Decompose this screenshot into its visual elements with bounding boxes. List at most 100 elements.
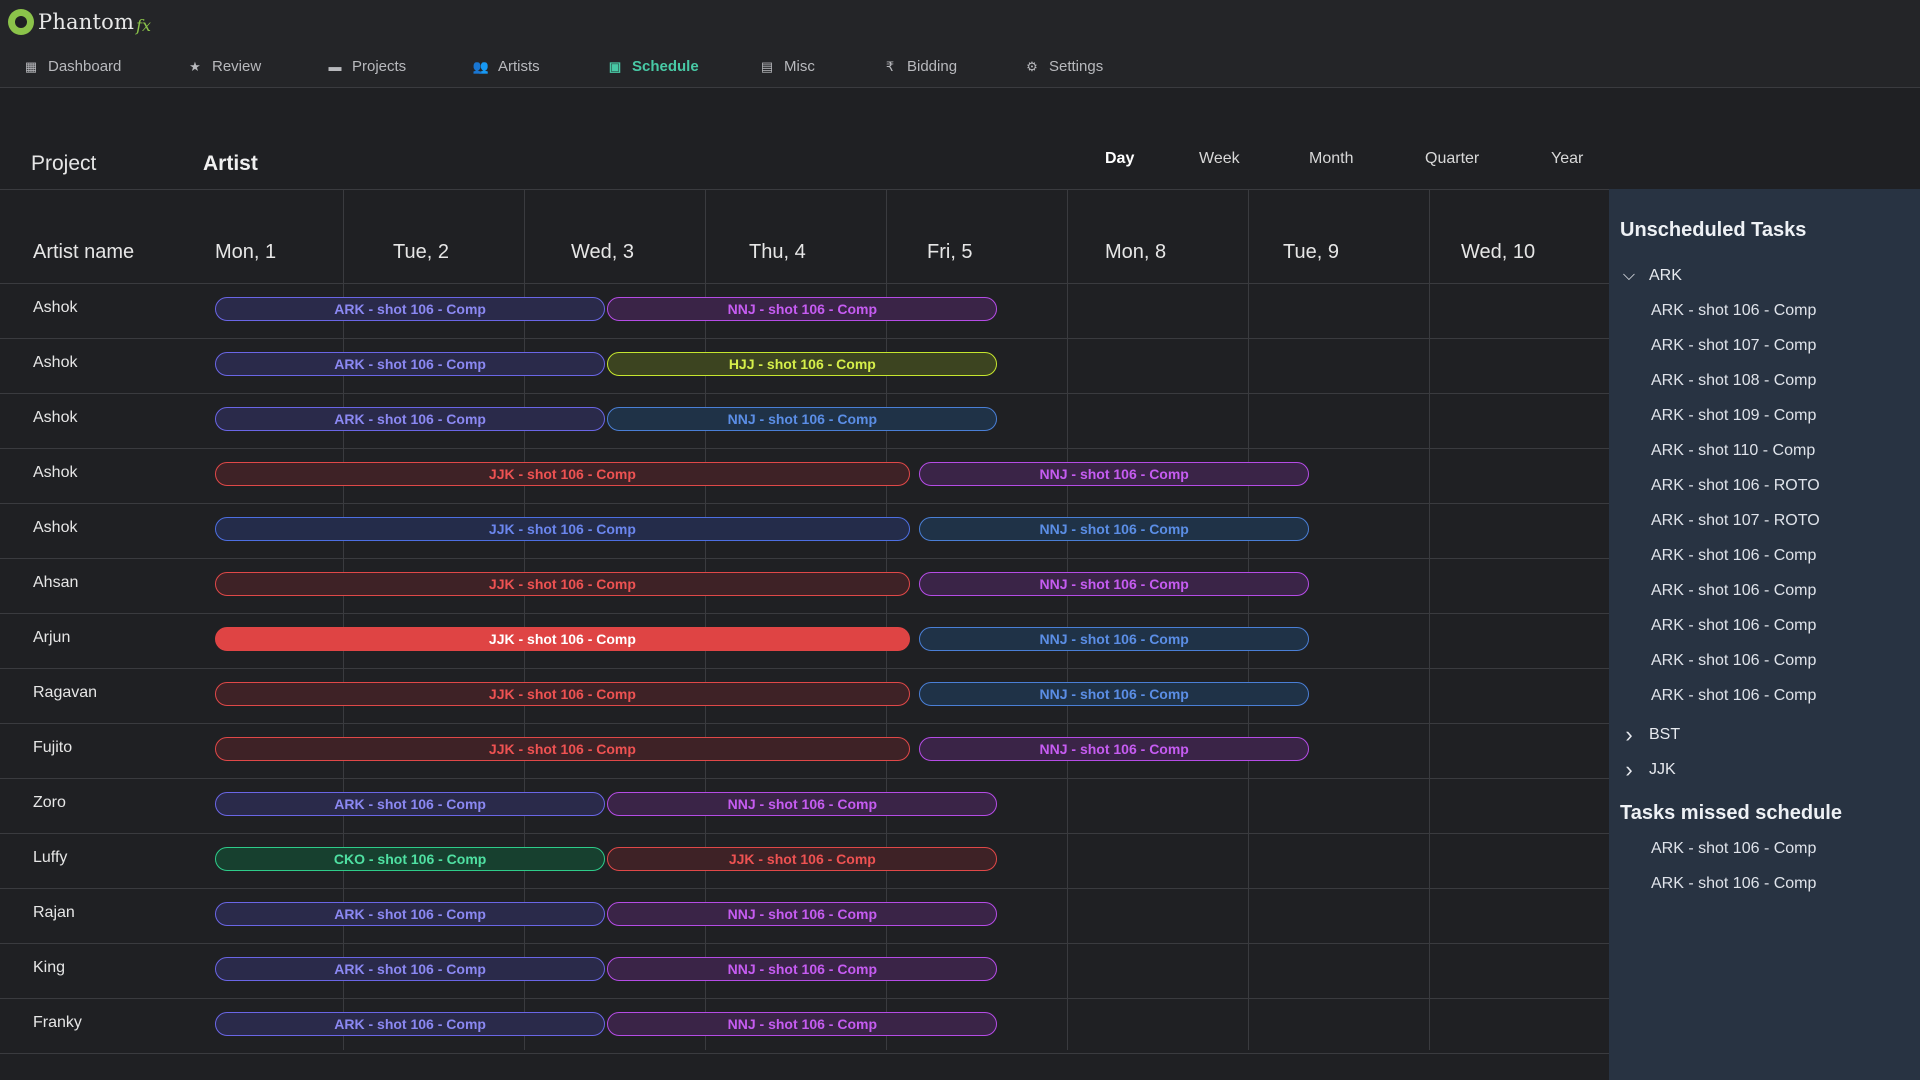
unscheduled-task-item[interactable]: ARK - shot 110 - Comp — [1651, 442, 1816, 459]
artist-name: Ahsan — [33, 574, 79, 591]
row-divider — [0, 833, 1609, 834]
task-bar[interactable]: JJK - shot 106 - Comp — [215, 737, 910, 761]
task-bar[interactable]: NNJ - shot 106 - Comp — [607, 902, 998, 926]
row-divider — [0, 338, 1609, 339]
nav-artists[interactable]: 👥 Artists — [472, 50, 540, 82]
nav-label-projects: Projects — [352, 57, 407, 75]
nav-settings[interactable]: ⚙ Settings — [1025, 50, 1103, 82]
task-bar[interactable]: NNJ - shot 106 - Comp — [607, 957, 998, 981]
rupee-icon: ₹ — [885, 58, 895, 74]
unscheduled-task-item[interactable]: ARK - shot 106 - Comp — [1651, 617, 1817, 634]
day-header: Wed, 10 — [1461, 241, 1536, 263]
unscheduled-task-item[interactable]: ARK - shot 108 - Comp — [1651, 372, 1817, 389]
artist-name: Ashok — [33, 464, 78, 481]
task-bar[interactable]: JJK - shot 106 - Comp — [215, 682, 910, 706]
day-header: Wed, 3 — [571, 241, 634, 263]
row-divider — [0, 668, 1609, 669]
logo-suffix: fx — [136, 15, 152, 35]
task-bar[interactable]: NNJ - shot 106 - Comp — [919, 627, 1310, 651]
dashboard-icon: ▦ — [24, 58, 38, 74]
task-bar[interactable]: JJK - shot 106 - Comp — [215, 462, 910, 486]
task-bar[interactable]: CKO - shot 106 - Comp — [215, 847, 606, 871]
task-bar[interactable]: JJK - shot 106 - Comp — [215, 572, 910, 596]
unscheduled-task-item[interactable]: ARK - shot 106 - Comp — [1651, 547, 1817, 564]
artist-name: Ashok — [33, 519, 78, 536]
top-bar: Phantom fx ▦ Dashboard ★ Review ▬ Projects 👥 Ar… — [0, 0, 1920, 88]
task-bar[interactable]: NNJ - shot 106 - Comp — [607, 792, 998, 816]
nav-review[interactable]: ★ Review — [188, 50, 261, 82]
task-bar[interactable]: ARK - shot 106 - Comp — [215, 902, 606, 926]
nav-dashboard[interactable]: ▦ Dashboard — [24, 50, 122, 82]
task-group-bst[interactable]: › BST — [1621, 722, 1680, 748]
main-nav: ▦ Dashboard ★ Review ▬ Projects 👥 Artists ▣ Sched… — [0, 50, 1200, 82]
artist-name: Franky — [33, 1014, 82, 1031]
task-bar[interactable]: ARK - shot 106 - Comp — [215, 792, 606, 816]
task-group-label: JJK — [1649, 761, 1676, 778]
unscheduled-task-item[interactable]: ARK - shot 109 - Comp — [1651, 407, 1817, 424]
task-bar[interactable]: JJK - shot 106 - Comp — [215, 627, 910, 651]
day-header: Mon, 8 — [1105, 241, 1167, 263]
artist-name: Zoro — [33, 794, 66, 811]
task-bar[interactable]: NNJ - shot 106 - Comp — [919, 462, 1310, 486]
people-icon: 👥 — [472, 58, 490, 74]
unscheduled-task-item[interactable]: ARK - shot 107 - Comp — [1651, 337, 1817, 354]
artist-name: Ashok — [33, 354, 78, 371]
task-bar[interactable]: NNJ - shot 106 - Comp — [919, 682, 1310, 706]
day-header: Mon, 1 — [215, 241, 277, 263]
nav-label-review: Review — [212, 57, 262, 75]
header-divider — [0, 283, 1609, 284]
task-bar[interactable]: JJK - shot 106 - Comp — [215, 517, 910, 541]
row-divider — [0, 778, 1609, 779]
gear-icon: ⚙ — [1026, 58, 1038, 74]
task-bar[interactable]: JJK - shot 106 - Comp — [607, 847, 998, 871]
artist-toggle[interactable]: Artist — [203, 152, 258, 175]
nav-bidding[interactable]: ₹ Bidding — [883, 50, 957, 82]
task-bar[interactable]: ARK - shot 106 - Comp — [215, 407, 606, 431]
task-bar[interactable]: ARK - shot 106 - Comp — [215, 352, 606, 376]
view-week-button[interactable]: Week — [1199, 150, 1240, 167]
view-quarter-button[interactable]: Quarter — [1425, 150, 1480, 167]
artist-name: Arjun — [33, 629, 71, 646]
nav-projects[interactable]: ▬ Projects — [328, 50, 407, 82]
day-divider — [705, 189, 706, 1050]
day-divider — [343, 189, 344, 1050]
unscheduled-task-item[interactable]: ARK - shot 106 - Comp — [1651, 302, 1817, 319]
view-day-button[interactable]: Day — [1105, 150, 1135, 167]
task-group-ark[interactable]: ⌵ ARK — [1621, 267, 1682, 285]
task-bar[interactable]: NNJ - shot 106 - Comp — [919, 517, 1310, 541]
day-divider — [1248, 189, 1249, 1050]
day-header: Fri, 5 — [927, 241, 973, 263]
row-divider — [0, 558, 1609, 559]
missed-task-item[interactable]: ARK - shot 106 - Comp — [1651, 875, 1817, 892]
task-bar[interactable]: NNJ - shot 106 - Comp — [919, 737, 1310, 761]
nav-misc[interactable]: ▤ Misc — [760, 50, 815, 82]
schedule-grid: Artist name Mon, 1 Tue, 2 Wed, 3 Thu, 4 Fri, … — [0, 189, 1609, 1054]
task-bar[interactable]: ARK - shot 106 - Comp — [215, 957, 606, 981]
nav-label-bidding: Bidding — [907, 57, 958, 75]
task-group-jjk[interactable]: › JJK — [1621, 757, 1676, 783]
unscheduled-task-item[interactable]: ARK - shot 106 - Comp — [1651, 687, 1817, 704]
row-divider — [0, 503, 1609, 504]
nav-schedule[interactable]: ▣ Schedule — [608, 50, 699, 82]
task-bar[interactable]: NNJ - shot 106 - Comp — [919, 572, 1310, 596]
task-bar[interactable]: ARK - shot 106 - Comp — [215, 297, 606, 321]
unscheduled-task-item[interactable]: ARK - shot 106 - ROTO — [1651, 477, 1820, 494]
project-toggle[interactable]: Project — [31, 152, 97, 175]
task-bar[interactable]: HJJ - shot 106 - Comp — [607, 352, 998, 376]
task-bar[interactable]: NNJ - shot 106 - Comp — [607, 297, 998, 321]
unscheduled-task-item[interactable]: ARK - shot 107 - ROTO — [1651, 512, 1820, 529]
task-bar[interactable]: NNJ - shot 106 - Comp — [607, 1012, 998, 1036]
row-divider — [0, 393, 1609, 394]
nav-label-settings: Settings — [1049, 57, 1104, 75]
unscheduled-task-item[interactable]: ARK - shot 106 - Comp — [1651, 652, 1817, 669]
app-logo[interactable]: Phantom fx — [8, 8, 151, 36]
logo-eye-icon — [8, 9, 34, 35]
unscheduled-task-item[interactable]: ARK - shot 106 - Comp — [1651, 582, 1817, 599]
missed-task-item[interactable]: ARK - shot 106 - Comp — [1651, 840, 1817, 857]
day-divider — [1067, 189, 1068, 1050]
view-year-button[interactable]: Year — [1551, 150, 1584, 167]
task-bar[interactable]: ARK - shot 106 - Comp — [215, 1012, 606, 1036]
view-month-button[interactable]: Month — [1309, 150, 1354, 167]
task-bar[interactable]: NNJ - shot 106 - Comp — [607, 407, 998, 431]
calendar-icon: ▣ — [608, 58, 622, 74]
